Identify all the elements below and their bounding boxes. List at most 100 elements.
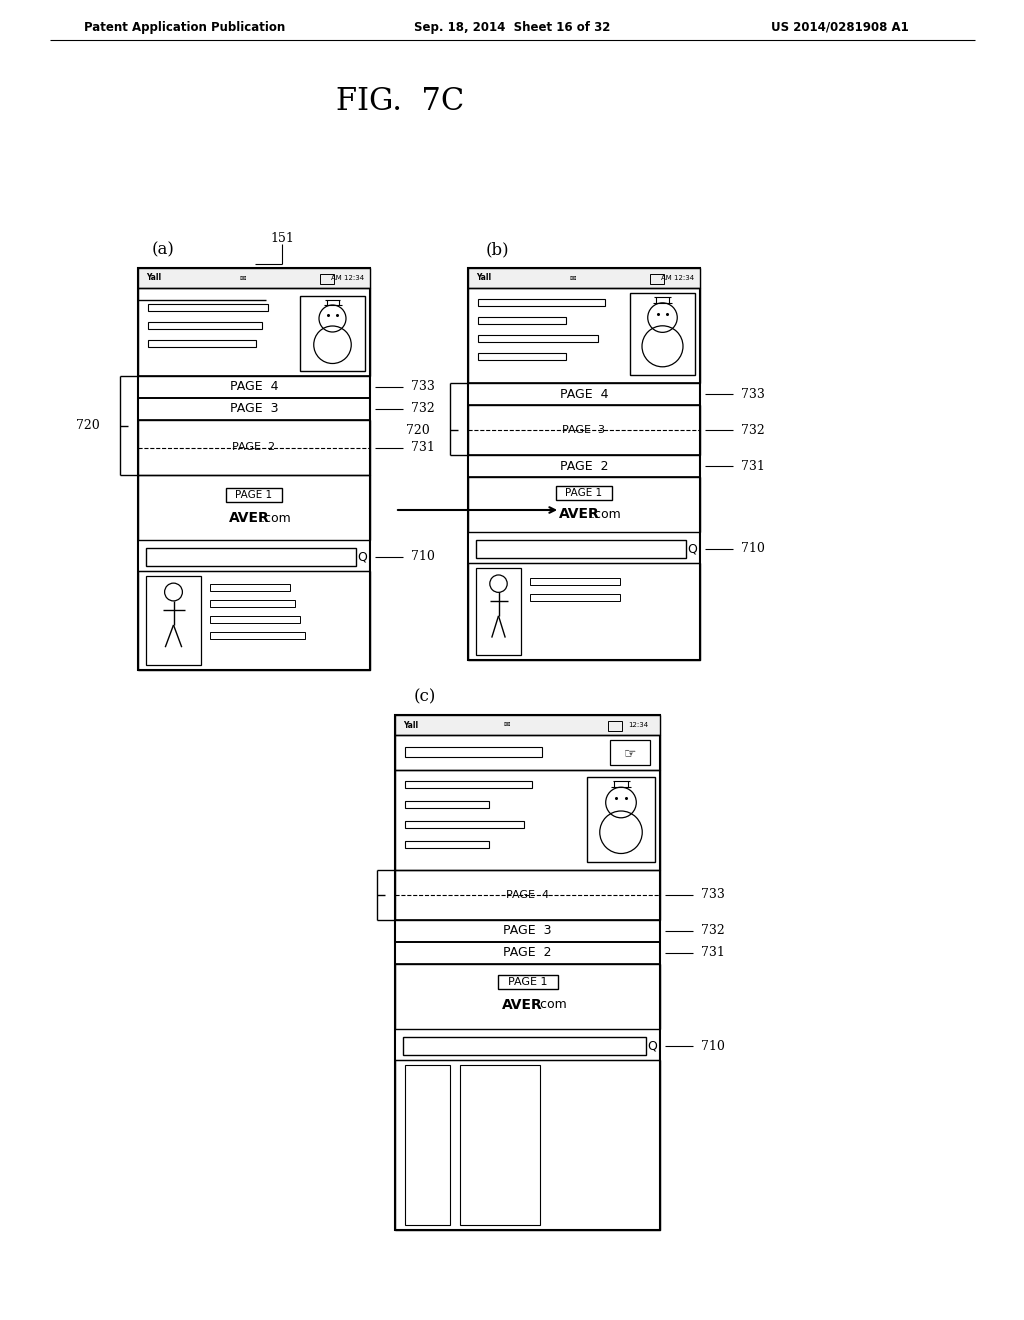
Text: 733: 733	[741, 388, 765, 400]
Text: AVER: AVER	[502, 998, 543, 1012]
Text: AM 12:34: AM 12:34	[332, 275, 365, 281]
Bar	[146, 548, 356, 566]
Text: ✉: ✉	[569, 273, 575, 282]
Text: Sep. 18, 2014  Sheet 16 of 32: Sep. 18, 2014 Sheet 16 of 32	[414, 21, 610, 33]
Text: PAGE  3: PAGE 3	[562, 425, 605, 436]
Bar	[210, 616, 300, 623]
Text: Yall: Yall	[146, 273, 161, 282]
Text: ☞: ☞	[624, 746, 636, 760]
Text: PAGE  4: PAGE 4	[229, 380, 279, 393]
Text: AVER: AVER	[228, 511, 269, 525]
Bar	[319, 275, 334, 284]
Bar	[395, 715, 660, 735]
Text: PAGE  2: PAGE 2	[560, 459, 608, 473]
Bar	[498, 975, 557, 989]
Bar	[403, 1038, 646, 1055]
Bar	[406, 781, 532, 788]
Text: 12:34: 12:34	[628, 722, 648, 729]
Text: PAGE 1: PAGE 1	[236, 490, 272, 500]
Bar	[138, 475, 370, 540]
Bar	[226, 488, 282, 502]
Bar	[478, 317, 566, 323]
Text: PAGE  3: PAGE 3	[503, 924, 552, 937]
Bar	[530, 594, 620, 601]
Text: 731: 731	[701, 946, 725, 960]
Bar	[476, 540, 686, 558]
Bar	[395, 770, 660, 870]
Text: (b): (b)	[485, 242, 509, 259]
Bar	[395, 942, 660, 964]
Bar	[530, 578, 620, 585]
Bar	[610, 741, 650, 766]
Bar	[138, 399, 370, 420]
Bar	[138, 376, 370, 399]
Bar	[650, 275, 664, 284]
Bar	[468, 564, 700, 660]
Text: AVER: AVER	[559, 507, 599, 521]
Bar	[476, 568, 521, 655]
Bar	[138, 420, 370, 475]
Text: 733: 733	[411, 380, 435, 393]
Bar	[406, 801, 489, 808]
Text: 732: 732	[741, 424, 765, 437]
Text: .com: .com	[537, 998, 567, 1011]
Text: Patent Application Publication: Patent Application Publication	[84, 21, 286, 33]
Bar	[406, 1065, 450, 1225]
Bar	[300, 296, 365, 371]
Text: 710: 710	[741, 543, 765, 556]
Text: 151: 151	[270, 231, 294, 244]
Text: PAGE  2: PAGE 2	[232, 442, 275, 453]
Bar	[138, 572, 370, 671]
Text: Yall: Yall	[403, 721, 418, 730]
Text: 720: 720	[407, 424, 430, 437]
Text: 710: 710	[411, 550, 435, 564]
Text: 731: 731	[411, 441, 435, 454]
Bar	[138, 268, 370, 288]
Bar	[210, 632, 305, 639]
Bar	[630, 293, 695, 375]
Text: 732: 732	[411, 403, 435, 416]
Text: 732: 732	[701, 924, 725, 937]
Text: PAGE  4: PAGE 4	[560, 388, 608, 400]
Bar	[468, 383, 700, 405]
Text: Yall: Yall	[476, 273, 492, 282]
Text: PAGE  4: PAGE 4	[506, 890, 549, 900]
Bar	[478, 352, 566, 360]
Text: Q: Q	[687, 543, 697, 556]
Bar	[468, 477, 700, 532]
Bar	[395, 964, 660, 1030]
Text: PAGE 1: PAGE 1	[565, 488, 602, 498]
Text: (a): (a)	[152, 242, 174, 259]
Bar	[468, 288, 700, 383]
Bar	[148, 322, 262, 329]
Bar	[138, 288, 370, 376]
Bar	[460, 1065, 540, 1225]
Text: FIG.  7C: FIG. 7C	[336, 87, 464, 117]
Text: .com: .com	[261, 511, 292, 524]
Bar	[146, 576, 201, 665]
Text: 720: 720	[76, 418, 100, 432]
Bar	[210, 583, 290, 591]
Bar	[556, 486, 612, 500]
Bar	[210, 601, 295, 607]
Bar	[608, 721, 622, 731]
Bar	[406, 747, 542, 756]
Text: ✉: ✉	[503, 721, 510, 730]
Text: 733: 733	[701, 888, 725, 902]
Bar	[587, 777, 655, 862]
Text: ✉: ✉	[240, 273, 246, 282]
Bar	[468, 455, 700, 477]
Bar	[406, 821, 524, 828]
Bar	[395, 870, 660, 920]
Bar	[395, 1060, 660, 1230]
Bar	[148, 304, 268, 312]
Text: Q: Q	[647, 1040, 657, 1052]
Bar	[468, 268, 700, 288]
Text: 731: 731	[741, 459, 765, 473]
Bar	[468, 268, 700, 660]
Bar	[468, 405, 700, 455]
Bar	[406, 841, 489, 847]
Text: PAGE  3: PAGE 3	[229, 403, 279, 416]
Bar	[138, 268, 370, 671]
Text: AM 12:34: AM 12:34	[662, 275, 694, 281]
